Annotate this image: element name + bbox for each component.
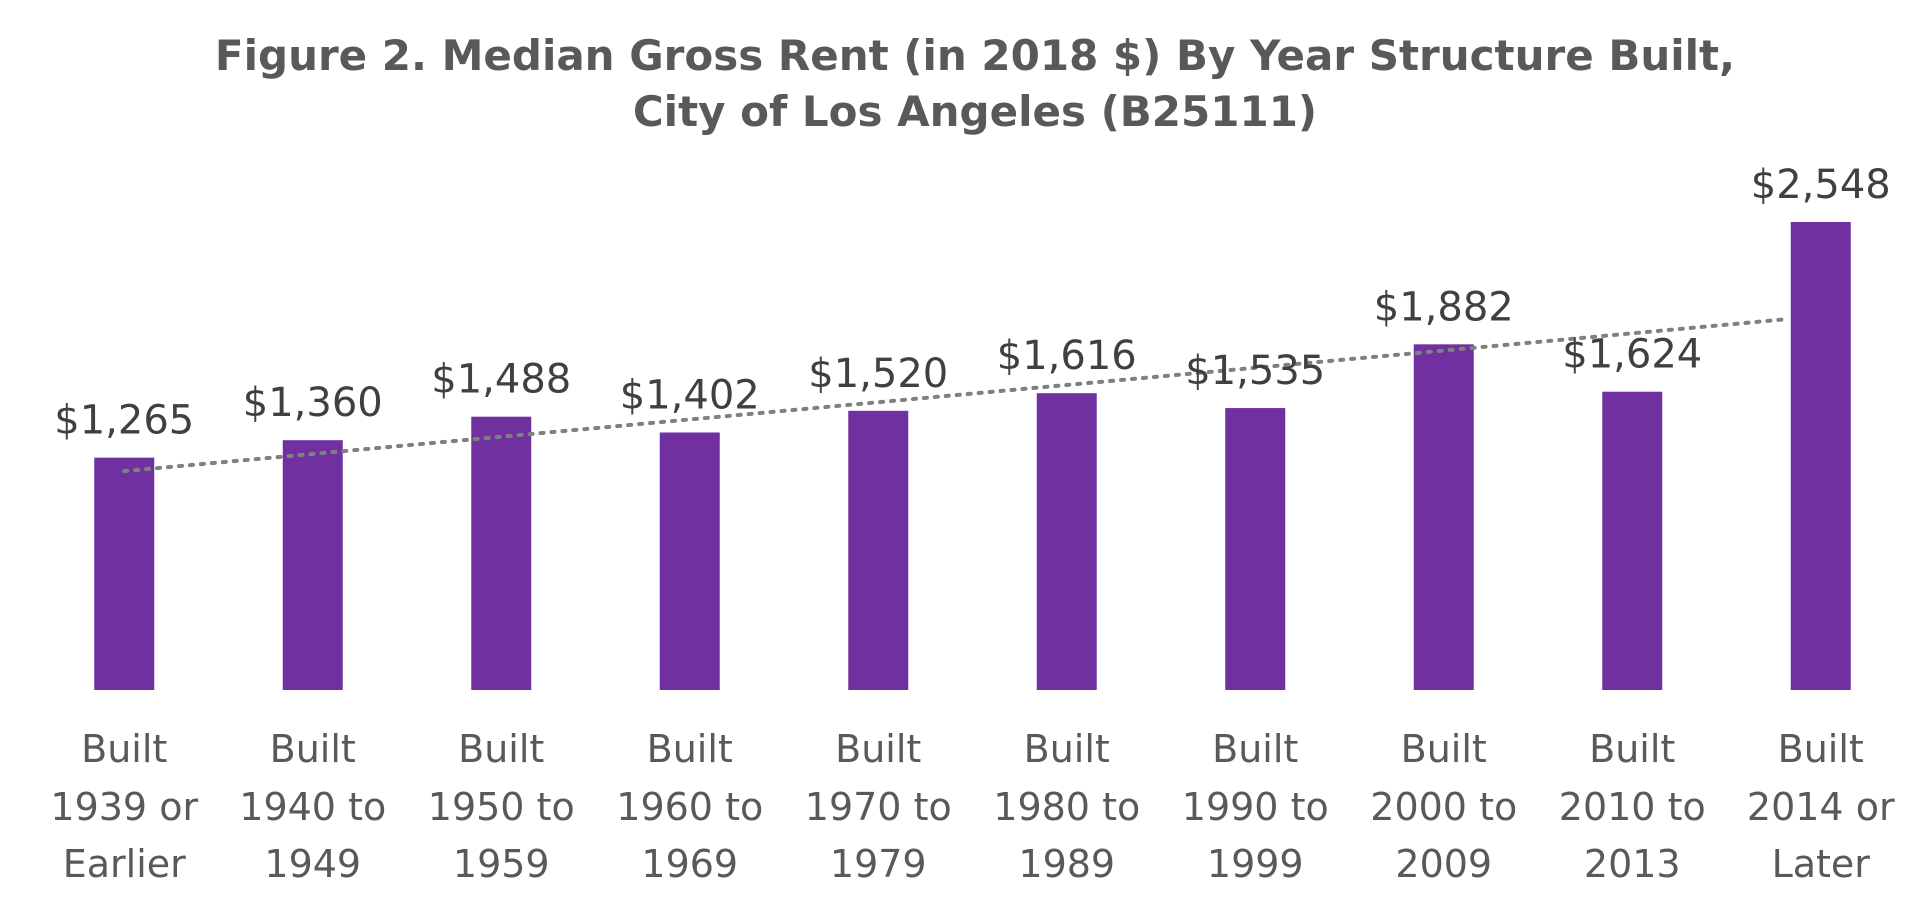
category-label: Built 2014 or Later	[1747, 727, 1895, 886]
data-label: $1,488	[431, 357, 571, 403]
category-label-line: 1980 to	[993, 785, 1140, 829]
data-label: $1,360	[243, 380, 383, 426]
category-label-line: 1990 to	[1182, 785, 1329, 829]
category-label-line: Earlier	[63, 842, 186, 886]
category-label: Built 1940 to 1949	[239, 727, 386, 886]
bar	[1790, 222, 1851, 690]
category-label-line: 1989	[1018, 842, 1115, 886]
category-label-line: 1960 to	[616, 785, 763, 829]
data-label: $1,616	[997, 333, 1137, 379]
category-label-line: 2009	[1395, 842, 1492, 886]
category-label-line: 1950 to	[428, 785, 575, 829]
category-label: Built 2010 to 2013	[1559, 727, 1706, 886]
trendline	[122, 317, 1788, 474]
data-label: $1,402	[620, 372, 760, 418]
category-label-line: Built	[81, 727, 167, 771]
data-label: $1,265	[54, 398, 194, 444]
category-label: Built 1950 to 1959	[428, 727, 575, 886]
bar	[1036, 393, 1097, 690]
category-label-line: 2010 to	[1559, 785, 1706, 829]
category-label-line: Built	[1778, 727, 1864, 771]
category-label-line: 1970 to	[805, 785, 952, 829]
data-label: $1,520	[808, 351, 948, 397]
data-label: $1,882	[1374, 284, 1514, 330]
category-label-line: 1940 to	[239, 785, 386, 829]
bar	[1413, 344, 1474, 690]
category-label-line: 1959	[453, 842, 550, 886]
bar	[282, 440, 343, 690]
category-label-line: Built	[1024, 727, 1110, 771]
category-label-line: 2014 or	[1747, 785, 1895, 829]
category-label-line: 1999	[1207, 842, 1304, 886]
data-label: $1,624	[1562, 332, 1702, 378]
category-label-line: 2000 to	[1370, 785, 1517, 829]
category-label: Built 1990 to 1999	[1182, 727, 1329, 886]
data-label: $1,535	[1185, 348, 1325, 394]
category-label-line: Built	[270, 727, 356, 771]
category-label-line: 2013	[1584, 842, 1681, 886]
category-label-line: Built	[647, 727, 733, 771]
chart-title: Figure 2. Median Gross Rent (in 2018 $) …	[215, 31, 1735, 136]
bar	[848, 410, 909, 690]
bar	[471, 416, 532, 690]
category-label-line: Built	[458, 727, 544, 771]
category-label-line: Built	[1589, 727, 1675, 771]
trendline-group	[122, 317, 1788, 474]
data-label: $2,548	[1751, 162, 1891, 208]
category-label-line: 1939 or	[50, 785, 198, 829]
category-label-line: 1979	[830, 842, 927, 886]
chart-title-line: Figure 2. Median Gross Rent (in 2018 $) …	[215, 31, 1735, 80]
category-label: Built 1980 to 1989	[993, 727, 1140, 886]
category-label-line: Built	[835, 727, 921, 771]
category-label-line: Built	[1212, 727, 1298, 771]
category-label-line: Later	[1772, 842, 1871, 886]
category-label-line: 1949	[264, 842, 361, 886]
bar	[94, 457, 155, 690]
bar	[1602, 391, 1663, 690]
category-label: Built 1960 to 1969	[616, 727, 763, 886]
category-label-line: 1969	[641, 842, 738, 886]
bars	[94, 222, 1851, 690]
bar	[659, 432, 720, 690]
chart-title-line: City of Los Angeles (B25111)	[633, 87, 1317, 136]
bar	[1225, 408, 1286, 690]
category-label: Built 1939 or Earlier	[50, 727, 198, 886]
category-label: Built 1970 to 1979	[805, 727, 952, 886]
category-label-line: Built	[1401, 727, 1487, 771]
category-label: Built 2000 to 2009	[1370, 727, 1517, 886]
data-labels: $1,265 $1,360 $1,488 $1,402 $1,520 $1,616 $1,5…	[54, 162, 1890, 444]
